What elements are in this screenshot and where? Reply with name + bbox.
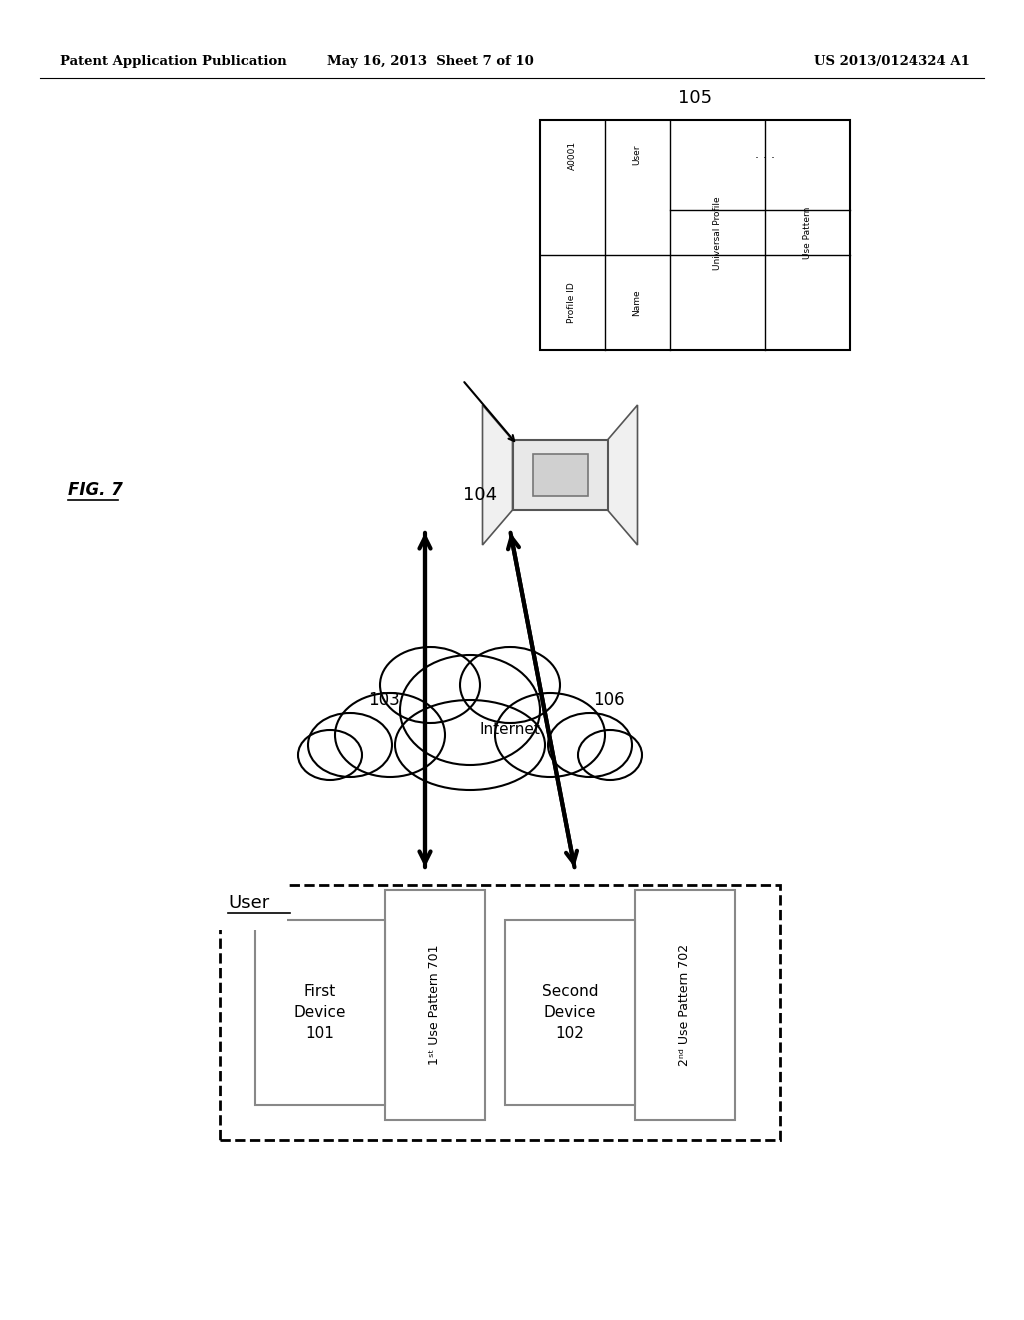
Text: User: User <box>633 145 641 165</box>
Text: 1ˢᵗ Use Pattern 701: 1ˢᵗ Use Pattern 701 <box>428 945 441 1065</box>
Bar <box>532 454 588 496</box>
Ellipse shape <box>548 713 632 777</box>
Bar <box>505 920 635 1105</box>
Ellipse shape <box>395 700 545 789</box>
Text: 2ⁿᵈ Use Pattern 702: 2ⁿᵈ Use Pattern 702 <box>679 944 691 1067</box>
Text: US 2013/0124324 A1: US 2013/0124324 A1 <box>814 55 970 69</box>
Ellipse shape <box>380 647 480 723</box>
Text: FIG. 7: FIG. 7 <box>68 480 123 499</box>
Ellipse shape <box>308 713 392 777</box>
Text: Patent Application Publication: Patent Application Publication <box>60 55 287 69</box>
Bar <box>635 890 735 1119</box>
Text: Name: Name <box>633 289 641 317</box>
Ellipse shape <box>578 730 642 780</box>
Text: 106: 106 <box>593 690 625 709</box>
Polygon shape <box>607 405 638 545</box>
Text: Second
Device
102: Second Device 102 <box>542 983 598 1041</box>
Text: Use Pattern: Use Pattern <box>803 207 811 259</box>
Text: A0001: A0001 <box>567 140 577 169</box>
Text: . . .: . . . <box>755 149 775 161</box>
Text: Profile ID: Profile ID <box>567 282 577 323</box>
Text: 104: 104 <box>464 486 498 504</box>
Ellipse shape <box>298 730 362 780</box>
Ellipse shape <box>335 693 445 777</box>
Ellipse shape <box>400 655 540 766</box>
Text: 105: 105 <box>678 88 712 107</box>
Ellipse shape <box>495 693 605 777</box>
Bar <box>512 440 607 510</box>
Bar <box>220 884 780 1140</box>
Polygon shape <box>482 405 512 545</box>
Text: Universal Profile: Universal Profile <box>713 197 722 269</box>
Ellipse shape <box>460 647 560 723</box>
Text: May 16, 2013  Sheet 7 of 10: May 16, 2013 Sheet 7 of 10 <box>327 55 534 69</box>
Bar <box>540 120 850 350</box>
Bar <box>385 890 485 1119</box>
Text: User: User <box>228 894 269 912</box>
Bar <box>255 920 385 1105</box>
Text: First
Device
101: First Device 101 <box>294 983 346 1041</box>
Text: 103: 103 <box>369 690 400 709</box>
Text: Internet: Internet <box>479 722 541 738</box>
